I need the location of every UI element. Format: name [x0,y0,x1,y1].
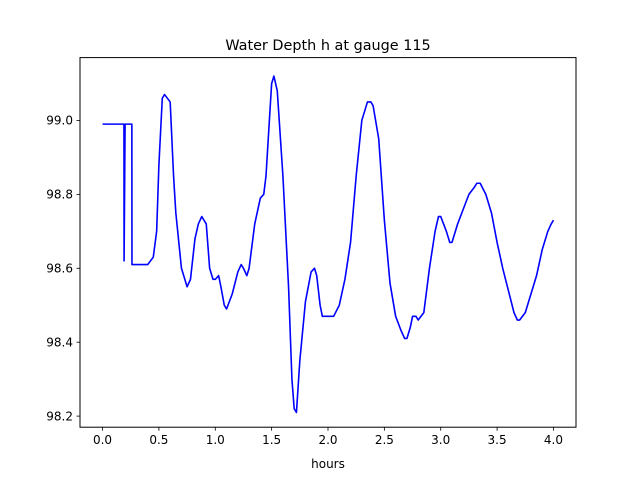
x-tick-label: 0.0 [93,433,112,447]
plot-background [80,57,576,428]
x-tick-label: 2.5 [375,433,394,447]
y-tick-label: 98.8 [46,188,73,202]
series-layer [102,75,555,414]
plot-frame [79,57,577,428]
x-tick-label: 1.0 [206,433,225,447]
tick-layer: 0.0 0.5 1.0 1.5 2.0 2.5 3.0 3.5 4.0 98.2 98.4 98.6 9… [46,114,563,447]
x-tick-label: 3.0 [431,433,450,447]
y-tick-label: 98.2 [46,409,73,423]
x-tick-label: 3.5 [488,433,507,447]
x-axis-label: hours [311,457,345,471]
series-line-0 [102,75,555,414]
y-tick-label: 98.6 [46,262,73,276]
y-tick-label: 98.4 [46,335,73,349]
x-tick-label: 0.5 [149,433,168,447]
y-tick-label: 99.0 [46,114,73,128]
x-tick-label: 2.0 [318,433,337,447]
x-tick-label: 4.0 [544,433,563,447]
chart-title: Water Depth h at gauge 115 [225,38,430,54]
x-tick-label: 1.5 [262,433,281,447]
